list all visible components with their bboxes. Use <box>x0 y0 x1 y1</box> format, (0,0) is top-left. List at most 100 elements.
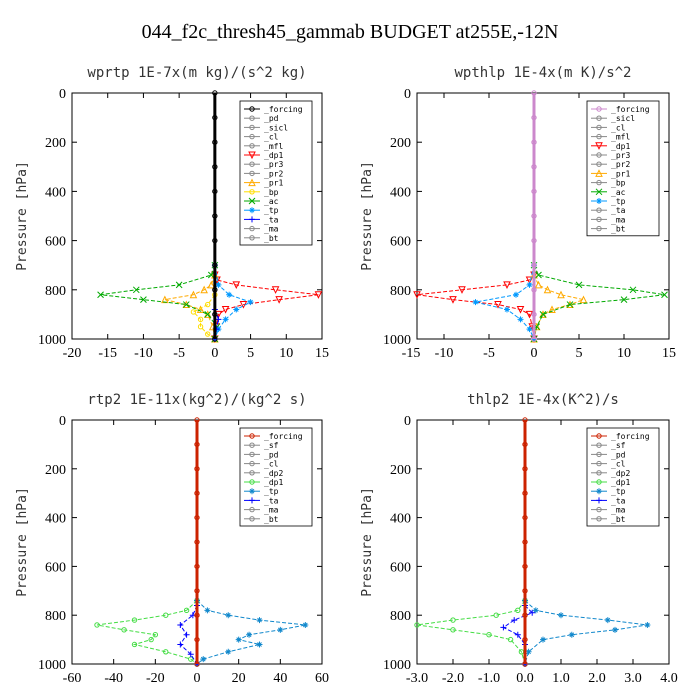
legend-label: _ma <box>611 215 626 224</box>
data-point <box>515 607 521 614</box>
legend-label: _dp1 <box>264 478 283 487</box>
x-tick-label: 0.0 <box>516 671 534 686</box>
x-tick-label: 4.0 <box>660 671 678 686</box>
legend-label: _pr1 <box>264 179 283 188</box>
x-tick-label: -10 <box>435 346 454 361</box>
x-tick-label: 15 <box>662 346 676 361</box>
data-point <box>131 641 138 648</box>
figure-title: 044_f2c_thresh45_gammab BUDGET at255E,-1… <box>142 21 559 43</box>
data-point <box>212 90 218 96</box>
y-tick-label: 600 <box>390 235 411 250</box>
data-point <box>256 617 263 624</box>
data-point <box>247 299 254 306</box>
data-point <box>522 417 528 423</box>
legend-label: _ma <box>611 506 626 515</box>
data-point <box>225 648 232 655</box>
series-line <box>524 600 648 665</box>
data-point <box>557 290 565 299</box>
x-tick-label: 2.0 <box>588 671 606 686</box>
data-point <box>152 632 159 638</box>
y-tick-label: 200 <box>390 136 411 151</box>
legend-marker <box>249 216 255 223</box>
data-point <box>235 636 242 643</box>
x-tick-label: -60 <box>63 671 82 686</box>
data-point <box>183 631 190 638</box>
legend-label: _dp2 <box>264 469 283 478</box>
data-point <box>182 300 191 309</box>
data-point <box>233 306 240 313</box>
data-point <box>531 262 537 268</box>
legend-label: _pr3 <box>611 151 630 160</box>
y-tick-label: 1000 <box>383 333 411 348</box>
series-line <box>533 274 586 340</box>
legend-marker <box>596 133 602 140</box>
panel-title: thlp2 1E-4x(K^2)/s <box>467 392 619 408</box>
legend-marker <box>248 178 256 187</box>
data-point <box>566 301 574 308</box>
data-point <box>414 622 420 628</box>
x-tick-label: -5 <box>483 346 495 361</box>
data-point <box>531 90 537 96</box>
data-point <box>232 281 241 289</box>
data-point <box>532 607 539 614</box>
legend-marker <box>596 516 602 522</box>
legend-label: _dp1 <box>611 142 630 151</box>
y-tick-label: 1000 <box>383 658 411 673</box>
x-tick-label: -10 <box>134 346 153 361</box>
legend-marker <box>596 216 602 223</box>
data-point <box>200 285 208 294</box>
legend-label: _pr2 <box>264 169 283 178</box>
data-point <box>661 291 668 299</box>
data-point <box>522 612 528 618</box>
legend-marker <box>596 442 602 448</box>
legend-marker <box>248 197 256 205</box>
data-point <box>612 626 618 633</box>
x-tick-label: 3.0 <box>624 671 642 686</box>
x-tick-label: -20 <box>63 346 82 361</box>
data-point <box>212 213 218 219</box>
data-point <box>472 299 479 306</box>
data-point <box>302 621 309 628</box>
legend-label: _pd <box>611 450 626 459</box>
data-point <box>222 316 229 323</box>
legend-marker <box>595 169 603 177</box>
data-point <box>121 627 127 633</box>
legend-label: _ac <box>264 197 279 206</box>
data-point <box>531 336 537 342</box>
legend-label: _ta <box>611 206 626 215</box>
data-point <box>205 301 211 308</box>
data-point <box>644 621 651 628</box>
series-line <box>416 274 535 340</box>
y-tick-label: 0 <box>404 87 411 102</box>
data-point <box>275 296 283 304</box>
data-point <box>507 636 514 643</box>
x-tick-label: 60 <box>315 671 329 686</box>
data-point <box>511 617 518 624</box>
data-point <box>177 641 184 648</box>
data-point <box>215 316 222 323</box>
panel-title: wprtp 1E-7x(m kg)/(s^2 kg) <box>87 65 306 81</box>
x-tick-label: 0 <box>211 346 218 361</box>
legend-marker <box>249 161 255 167</box>
legend-label: _mfl <box>264 142 283 151</box>
legend-marker <box>596 470 602 476</box>
data-point <box>187 651 194 658</box>
data-point <box>194 588 200 594</box>
legend-label: _ta <box>264 215 279 224</box>
legend-marker <box>249 479 255 485</box>
data-point <box>531 139 537 145</box>
data-point <box>548 305 556 313</box>
y-tick-label: 800 <box>390 609 411 624</box>
y-tick-label: 200 <box>45 463 66 478</box>
legend-label: _cl <box>264 460 279 469</box>
y-axis-label: Pressure [hPa] <box>15 487 30 597</box>
legend-label: _forcing <box>264 432 303 441</box>
legend-label: _bt <box>264 515 279 524</box>
data-point <box>271 286 280 294</box>
data-point <box>212 336 218 342</box>
data-point <box>215 281 222 288</box>
legend-label: _bt <box>611 225 626 234</box>
y-tick-label: 0 <box>404 414 411 429</box>
legend-marker <box>249 442 255 448</box>
x-tick-label: 10 <box>617 346 631 361</box>
